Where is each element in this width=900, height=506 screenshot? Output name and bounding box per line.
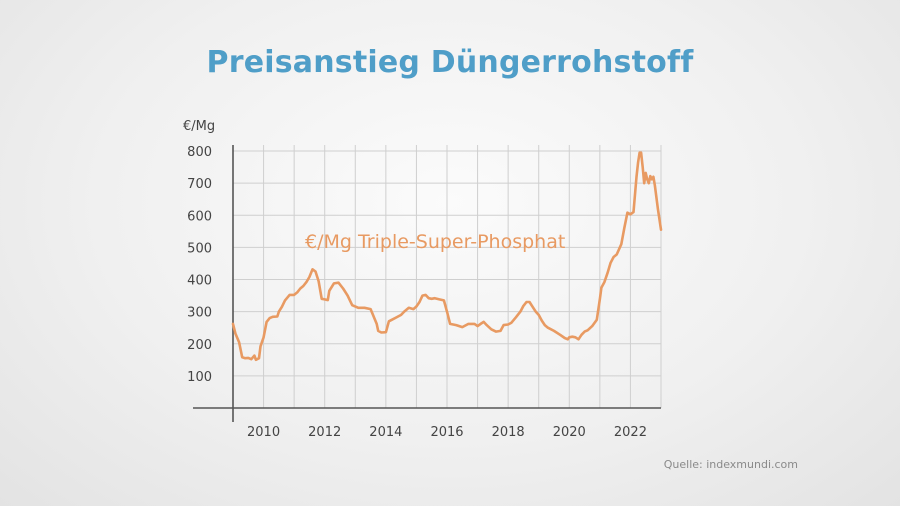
y-tick-label: 500 — [187, 241, 212, 256]
series-label: €/Mg Triple-Super-Phosphat — [305, 231, 565, 253]
series-line — [231, 151, 663, 362]
axes — [193, 145, 661, 422]
grid-lines — [233, 145, 662, 408]
chart-title: Preisanstieg Düngerrohstoff — [206, 45, 694, 80]
source-note: Quelle: indexmundi.com — [663, 458, 798, 471]
x-tick-label: 2014 — [369, 425, 402, 440]
y-axis-label: €/Mg — [183, 119, 215, 134]
y-tick-label: 200 — [187, 338, 212, 353]
x-tick-label: 2010 — [247, 425, 280, 440]
x-tick-label: 2022 — [614, 425, 647, 440]
y-tick-label: 400 — [187, 274, 212, 289]
y-tick-label: 300 — [187, 306, 212, 321]
series-lines — [231, 151, 663, 362]
x-tick-label: 2016 — [430, 425, 463, 440]
y-tick-label: 600 — [187, 209, 212, 224]
y-tick-label: 100 — [187, 370, 212, 385]
y-tick-label: 700 — [187, 177, 212, 192]
y-tick-label: 800 — [187, 145, 212, 160]
x-tick-label: 2012 — [308, 425, 341, 440]
x-tick-label: 2018 — [492, 425, 525, 440]
x-tick-label: 2020 — [553, 425, 586, 440]
tick-labels: 100 200 300 400 500 600 700 800 2010 2012 2014 2016… — [187, 145, 647, 440]
